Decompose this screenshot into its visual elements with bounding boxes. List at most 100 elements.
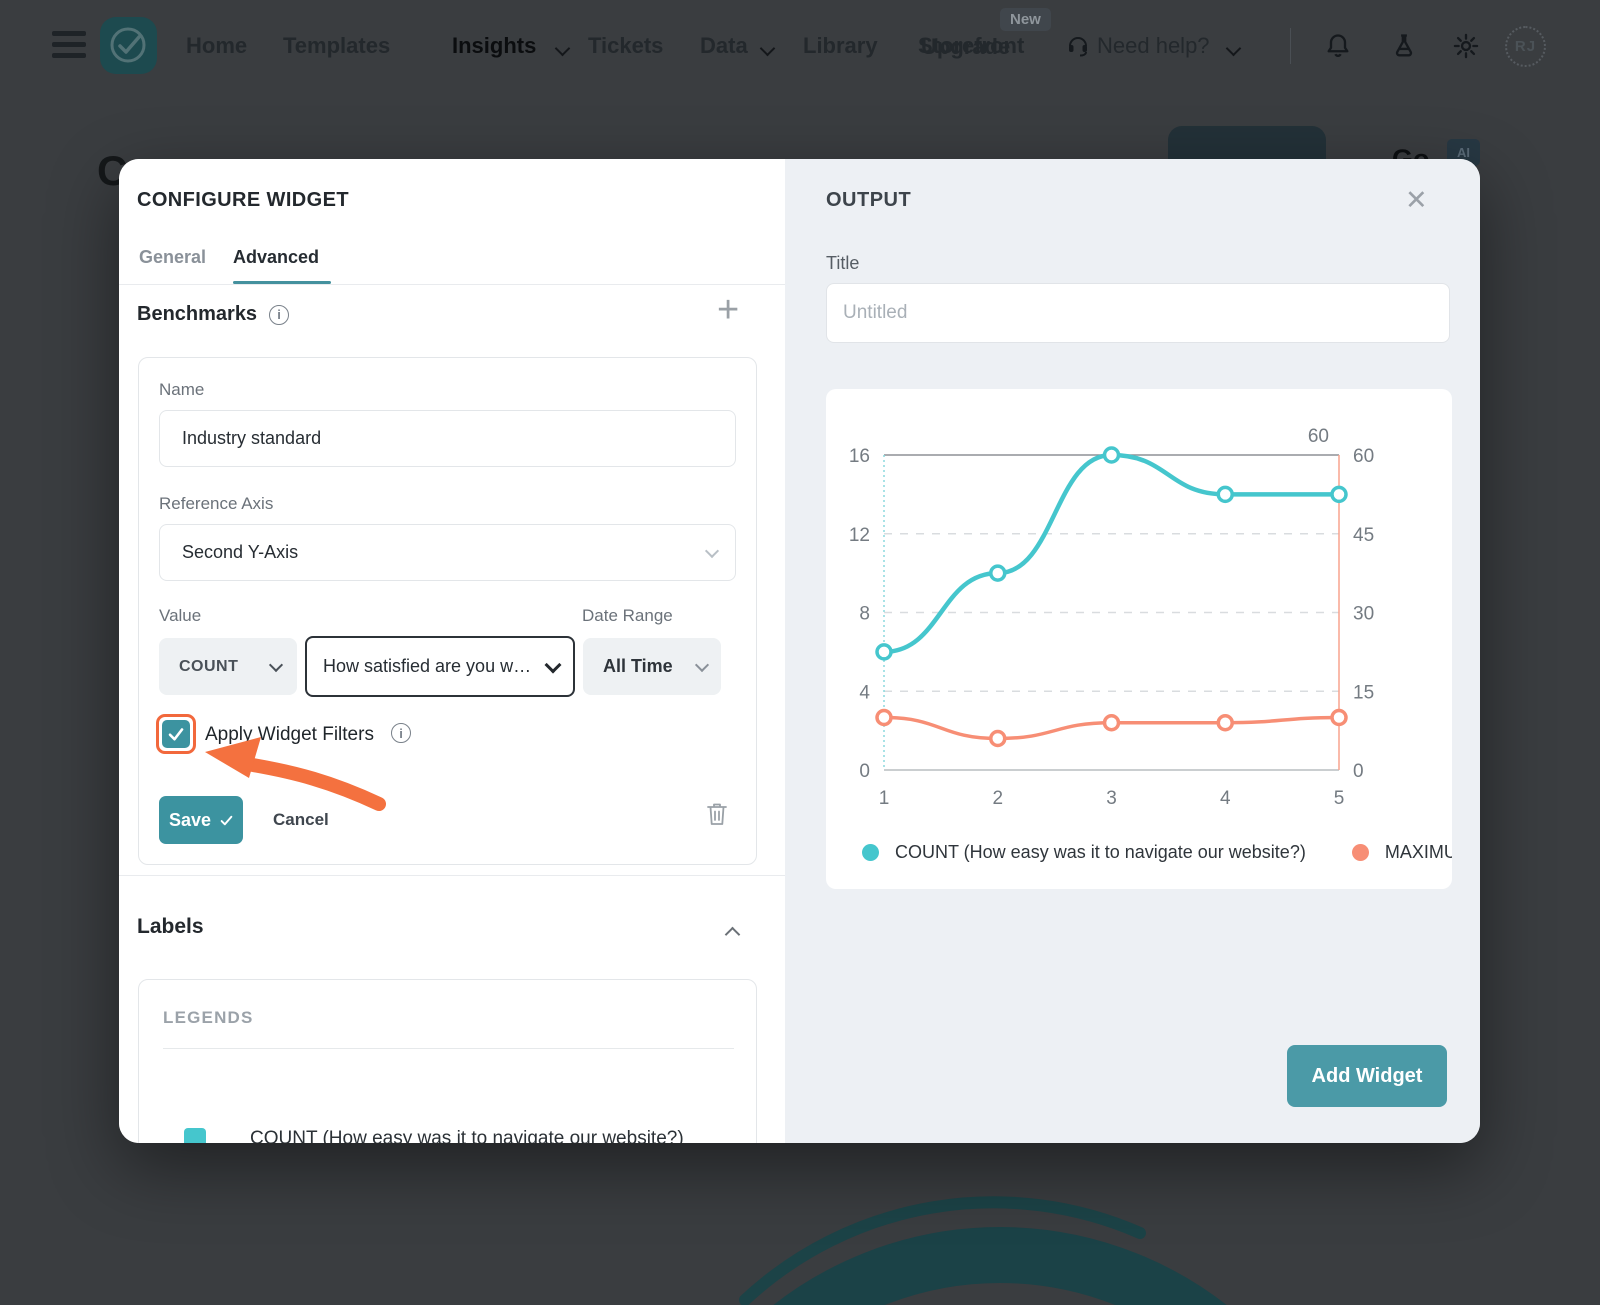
info-icon[interactable]: i bbox=[269, 304, 290, 325]
legends-divider bbox=[163, 1048, 734, 1049]
svg-text:3: 3 bbox=[1106, 788, 1117, 809]
save-button[interactable]: Save bbox=[159, 796, 243, 844]
nav-tickets[interactable]: Tickets bbox=[588, 33, 664, 58]
cancel-button[interactable]: Cancel bbox=[273, 810, 329, 829]
nav-data[interactable]: Data bbox=[700, 33, 748, 58]
svg-text:2: 2 bbox=[992, 788, 1003, 809]
chevron-up-icon[interactable] bbox=[724, 926, 741, 943]
annotation-arrow bbox=[205, 737, 386, 811]
nav-divider bbox=[1290, 28, 1291, 64]
nav-library[interactable]: Library bbox=[803, 33, 878, 58]
svg-text:0: 0 bbox=[1353, 761, 1364, 782]
svg-text:60: 60 bbox=[1308, 426, 1329, 447]
apply-filters-label: Apply Widget Filters bbox=[205, 724, 374, 745]
legend-item: COUNT (How easy was it to navigate our w… bbox=[862, 842, 1306, 863]
chevron-down-icon bbox=[704, 543, 720, 558]
configure-widget-modal: CONFIGURE WIDGET General Advanced Benchm… bbox=[119, 159, 1480, 1143]
check-icon bbox=[168, 728, 184, 741]
gear-icon[interactable] bbox=[1452, 31, 1480, 61]
svg-text:1: 1 bbox=[879, 788, 890, 809]
legend-item: MAXIMUM (How li bbox=[1351, 841, 1452, 863]
check-icon bbox=[220, 815, 233, 825]
app-logo[interactable] bbox=[100, 17, 157, 74]
legends-card: LEGENDS COUNT (How easy was it to naviga… bbox=[138, 979, 757, 1143]
legend-label: MAXIMUM (How li bbox=[1384, 841, 1452, 862]
output-title-label: Title bbox=[826, 253, 860, 273]
avatar[interactable]: RJ bbox=[1505, 26, 1546, 67]
nav-storefront-upgrade-overlap[interactable]: Storefront Upgrade bbox=[918, 33, 1058, 63]
background-decorative-arcs bbox=[739, 1196, 1226, 1305]
legend-label: COUNT (How easy was it to navigate our w… bbox=[895, 841, 1306, 862]
tab-advanced[interactable]: Advanced bbox=[233, 247, 320, 267]
svg-text:4: 4 bbox=[1220, 788, 1231, 809]
svg-text:8: 8 bbox=[859, 604, 870, 625]
svg-text:15: 15 bbox=[1353, 682, 1374, 703]
chart-card: 0 4 8 12 16 0 15 30 45 60 60 1 2 3 4 5 COUNT (How easy … bbox=[826, 389, 1452, 889]
configure-panel: CONFIGURE WIDGET General Advanced Benchm… bbox=[119, 159, 785, 1143]
chevron-down-icon bbox=[554, 40, 571, 57]
modal-title: CONFIGURE WIDGET bbox=[137, 189, 349, 211]
trash-icon[interactable] bbox=[705, 800, 729, 828]
save-button-label: Save bbox=[168, 809, 212, 830]
close-icon[interactable]: ✕ bbox=[1405, 185, 1428, 215]
svg-text:12: 12 bbox=[849, 525, 870, 546]
nav-insights[interactable]: Insights bbox=[452, 33, 537, 58]
benchmarks-heading-label: Benchmarks bbox=[137, 303, 258, 325]
svg-text:30: 30 bbox=[1353, 604, 1374, 625]
flask-icon[interactable] bbox=[1390, 31, 1418, 61]
add-benchmark-button[interactable]: + bbox=[717, 289, 740, 331]
legend-item-label: COUNT (How easy was it to navigate our w… bbox=[250, 1128, 684, 1143]
legend-swatch bbox=[184, 1128, 206, 1143]
reference-axis-label: Reference Axis bbox=[159, 494, 274, 513]
nav-upgrade[interactable]: Upgrade bbox=[921, 34, 1011, 59]
reference-axis-select[interactable]: Second Y-Axis bbox=[159, 524, 736, 581]
benchmark-card: Name Reference Axis Second Y-Axis Value … bbox=[138, 357, 757, 865]
date-range-label: Date Range bbox=[582, 606, 673, 625]
widget-title-input[interactable] bbox=[826, 283, 1450, 343]
nav-home[interactable]: Home bbox=[186, 33, 248, 58]
section-divider bbox=[119, 875, 785, 876]
hamburger-menu-icon[interactable] bbox=[52, 31, 86, 58]
bell-icon[interactable] bbox=[1324, 31, 1352, 61]
chevron-down-icon bbox=[759, 40, 776, 57]
svg-text:16: 16 bbox=[849, 446, 870, 467]
nav-storefront[interactable]: Storefront bbox=[918, 33, 1025, 58]
nav-need-help[interactable]: Need help? bbox=[1097, 33, 1210, 58]
date-range-value: All Time bbox=[603, 656, 673, 676]
tab-general[interactable]: General bbox=[139, 247, 207, 267]
tabs-divider bbox=[119, 284, 785, 285]
legends-heading: LEGENDS bbox=[163, 1008, 254, 1027]
benchmark-name-input[interactable] bbox=[159, 410, 736, 467]
chart-legend: COUNT (How easy was it to navigate our w… bbox=[862, 837, 1452, 867]
add-widget-button[interactable]: Add Widget bbox=[1287, 1045, 1447, 1107]
date-range-select[interactable]: All Time bbox=[583, 638, 721, 695]
nav-templates[interactable]: Templates bbox=[283, 33, 391, 58]
reference-axis-value: Second Y-Axis bbox=[182, 542, 299, 562]
tab-underline bbox=[233, 281, 331, 284]
svg-text:4: 4 bbox=[859, 682, 870, 703]
new-badge: New bbox=[1000, 8, 1051, 31]
aggregation-value: COUNT bbox=[179, 657, 239, 675]
svg-text:0: 0 bbox=[859, 761, 870, 782]
svg-text:60: 60 bbox=[1353, 446, 1374, 467]
svg-text:45: 45 bbox=[1353, 525, 1374, 546]
question-value: How satisfied are you w… bbox=[323, 656, 532, 676]
legend-dot bbox=[862, 843, 879, 861]
name-label: Name bbox=[159, 380, 205, 399]
info-icon[interactable]: i bbox=[391, 723, 411, 743]
sparrow-logo-icon bbox=[110, 27, 146, 63]
chevron-down-icon bbox=[544, 656, 562, 673]
chevron-down-icon bbox=[268, 657, 284, 672]
aggregation-select[interactable]: COUNT bbox=[159, 638, 297, 695]
legend-row: COUNT (How easy was it to navigate our w… bbox=[184, 1128, 684, 1143]
chevron-down-icon bbox=[694, 657, 710, 672]
svg-text:5: 5 bbox=[1334, 788, 1345, 809]
apply-filters-highlight bbox=[156, 714, 196, 754]
apply-filters-checkbox[interactable] bbox=[162, 720, 190, 748]
benchmarks-heading: Benchmarks i bbox=[137, 303, 290, 326]
headset-icon bbox=[1069, 37, 1087, 57]
question-select[interactable]: How satisfied are you w… bbox=[305, 636, 575, 697]
value-label: Value bbox=[159, 606, 202, 625]
